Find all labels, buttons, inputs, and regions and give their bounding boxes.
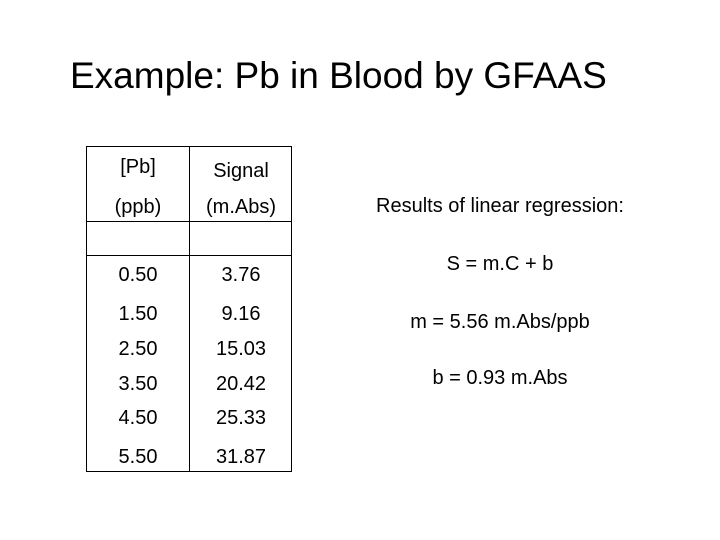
table-cell-signal: 3.76 [221,264,261,286]
header-conc-line1: [Pb] [120,156,156,178]
results-heading: Results of linear regression: [376,195,624,217]
header-signal-line1: Signal [213,160,269,182]
column-divider [189,147,190,471]
table-cell-conc: 1.50 [118,303,158,325]
regression-equation: S = m.C + b [446,253,554,275]
header-divider-bottom [87,255,291,256]
calibration-table: [Pb] (ppb) Signal (m.Abs) 0.50 3.76 1.50… [86,146,292,472]
table-cell-conc: 4.50 [118,407,158,429]
table-cell-signal: 31.87 [215,446,267,468]
slide-title: Example: Pb in Blood by GFAAS [70,55,607,96]
table-cell-signal: 25.33 [215,407,267,429]
table-cell-signal: 9.16 [221,303,261,325]
table-cell-signal: 15.03 [215,338,267,360]
table-cell-signal: 20.42 [215,373,267,395]
table-cell-conc: 5.50 [118,446,158,468]
header-divider-top [87,221,291,222]
header-conc-line2: (ppb) [114,196,162,218]
table-cell-conc: 3.50 [118,373,158,395]
table-cell-conc: 0.50 [118,264,158,286]
slope-result: m = 5.56 m.Abs/ppb [410,311,590,333]
intercept-result: b = 0.93 m.Abs [432,367,568,389]
table-cell-conc: 2.50 [118,338,158,360]
header-signal-line2: (m.Abs) [206,196,276,218]
